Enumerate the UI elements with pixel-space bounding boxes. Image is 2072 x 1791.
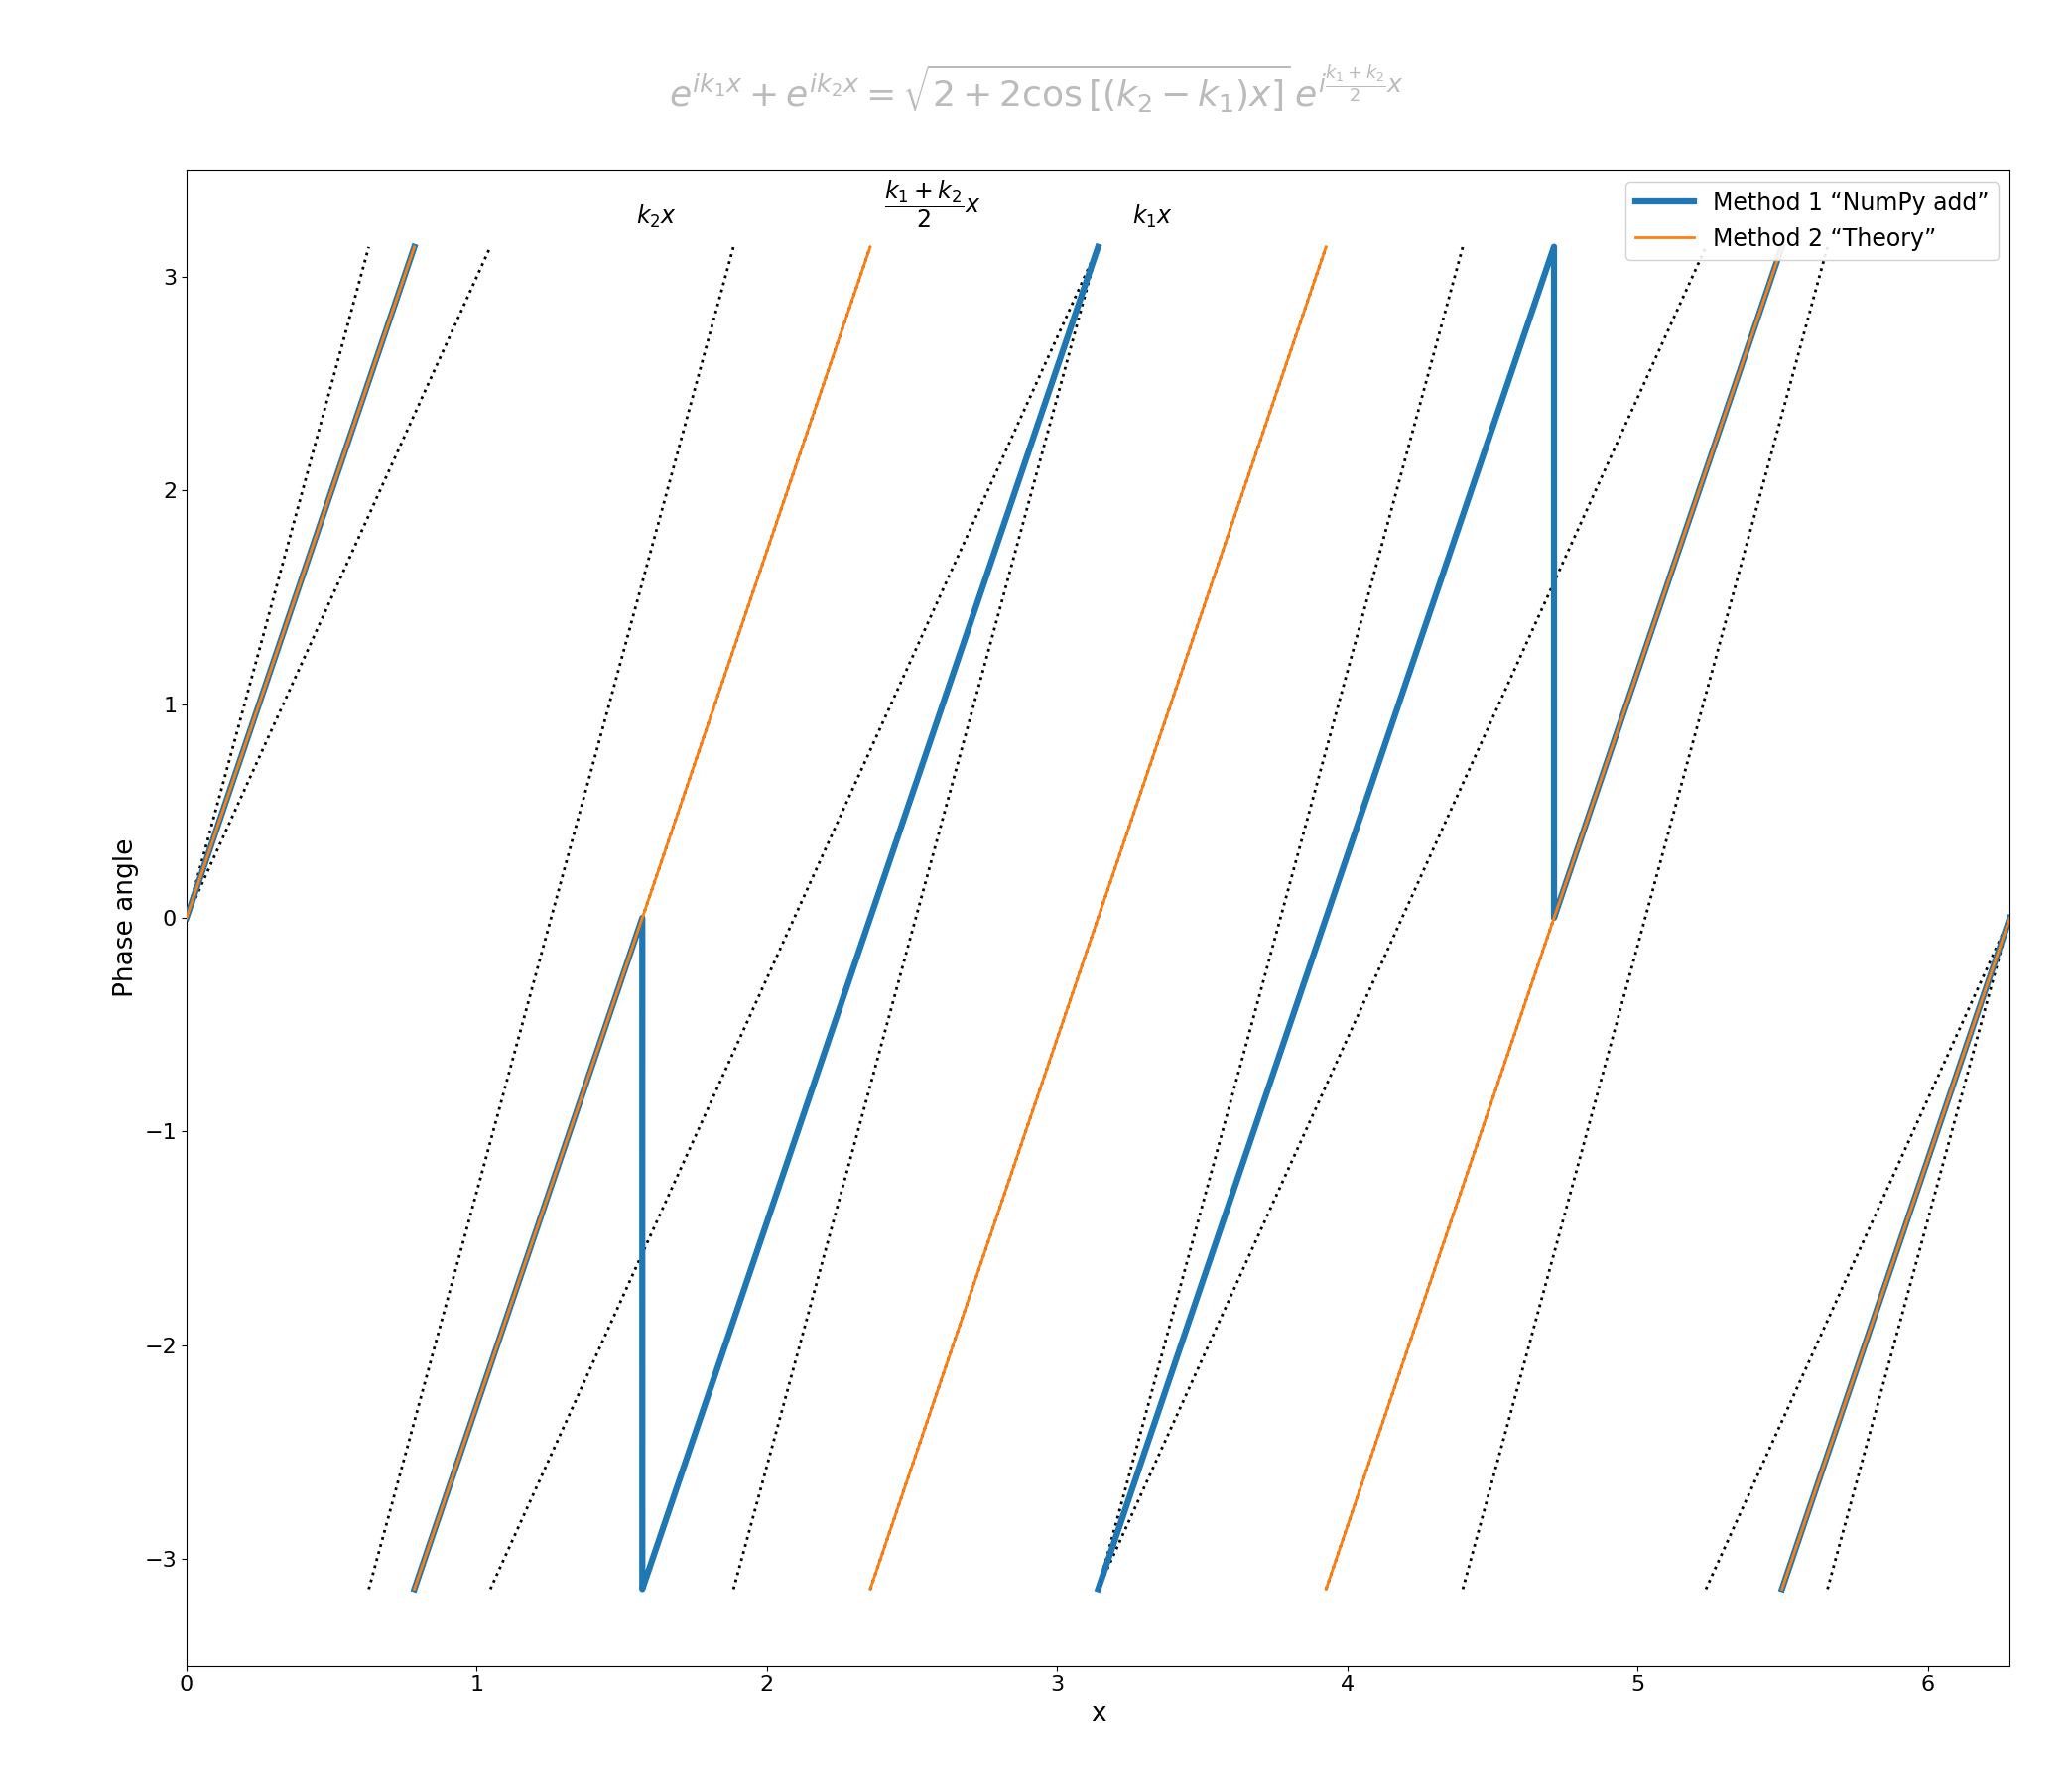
Method 2 “Theory” bbox=[1272, 358, 1297, 380]
Text: $e^{ik_1x} + e^{ik_2x} = \sqrt{2+2\cos\left[(k_2-k_1)x\right]}\,e^{i\frac{k_1+k_: $e^{ik_1x} + e^{ik_2x} = \sqrt{2+2\cos\l… bbox=[669, 63, 1403, 115]
Method 1 “NumPy add” bbox=[1162, 1350, 1187, 1372]
Method 1 “NumPy add” bbox=[298, 543, 323, 564]
Y-axis label: Phase angle: Phase angle bbox=[114, 838, 139, 998]
Method 1 “NumPy add” bbox=[613, 958, 638, 980]
Method 1 “NumPy add” bbox=[1527, 278, 1552, 299]
Text: $\dfrac{k_1+k_2}{2}x$: $\dfrac{k_1+k_2}{2}x$ bbox=[883, 177, 980, 229]
Method 2 “Theory” bbox=[872, 1535, 897, 1556]
Method 1 “NumPy add” bbox=[872, 863, 897, 885]
Method 1 “NumPy add” bbox=[174, 906, 199, 928]
Text: $k_2 x$: $k_2 x$ bbox=[636, 202, 678, 229]
Method 2 “Theory” bbox=[1527, 949, 1552, 971]
Method 2 “Theory” bbox=[613, 958, 638, 980]
Method 2 “Theory” bbox=[1162, 679, 1187, 700]
Method 2 “Theory” bbox=[298, 543, 323, 564]
Text: $k_1 x$: $k_1 x$ bbox=[1133, 202, 1173, 229]
Method 2 “Theory” bbox=[1997, 906, 2022, 928]
Legend: Method 1 “NumPy add”, Method 2 “Theory”: Method 1 “NumPy add”, Method 2 “Theory” bbox=[1627, 183, 1997, 260]
X-axis label: x: x bbox=[1090, 1701, 1106, 1727]
Line: Method 1 “NumPy add”: Method 1 “NumPy add” bbox=[186, 247, 2010, 1589]
Line: Method 2 “Theory”: Method 2 “Theory” bbox=[186, 247, 2010, 1589]
Method 2 “Theory” bbox=[174, 906, 199, 928]
Method 1 “NumPy add” bbox=[1272, 1030, 1297, 1051]
Method 1 “NumPy add” bbox=[1997, 906, 2022, 928]
